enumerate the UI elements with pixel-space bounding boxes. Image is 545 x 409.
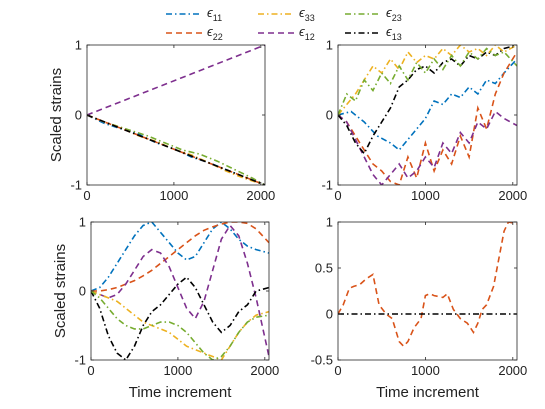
- x-tick-label: 1000: [159, 188, 188, 203]
- legend-label: ϵ23: [386, 5, 402, 23]
- series-line-1: [87, 45, 265, 116]
- legend-label: ϵ11: [207, 5, 222, 23]
- legend-entry-12: ϵ12: [258, 24, 315, 42]
- y-tick-label: 1: [326, 215, 333, 230]
- legend-label: ϵ22: [207, 24, 223, 42]
- series-line-2: [338, 51, 517, 185]
- legend-entry-33: ϵ33: [258, 5, 315, 23]
- y-tick-label: 0: [326, 307, 333, 322]
- x-tick-label: 2000: [250, 363, 279, 378]
- x-axis-label: Time increment: [129, 384, 233, 401]
- subplot-2: 0 1000 2000-101: [321, 38, 527, 204]
- y-tick-label: 1: [75, 38, 82, 53]
- series-line-6: [338, 47, 517, 116]
- y-tick-label: 1: [79, 215, 86, 230]
- series-line-3: [338, 110, 517, 185]
- plot-area: [338, 45, 517, 185]
- series-line-1: [338, 58, 517, 152]
- y-axis-label: Scaled strains: [48, 68, 65, 162]
- series-line-4: [338, 45, 517, 155]
- series-line-3: [91, 224, 269, 357]
- y-axis-label: Scaled strains: [52, 244, 69, 338]
- series-line-6: [91, 290, 269, 360]
- plot-area: [91, 222, 269, 360]
- legend-entry-23: ϵ23: [345, 5, 402, 23]
- y-tick-label: 0: [326, 108, 333, 123]
- x-tick-label: 2000: [498, 363, 527, 378]
- y-tick-label: 0: [79, 284, 86, 299]
- axes-frame: [86, 44, 266, 186]
- series-line-6: [87, 114, 265, 185]
- series-line-2: [91, 222, 269, 292]
- legend: ϵ11 ϵ33 ϵ23 ϵ22 ϵ12 ϵ13: [166, 5, 402, 42]
- y-tick-label: -0.5: [311, 353, 333, 368]
- y-tick-label: 1: [326, 38, 333, 53]
- legend-label: ϵ12: [299, 24, 315, 42]
- y-tick-label: -1: [70, 178, 82, 193]
- x-axis-label: Time increment: [376, 384, 480, 401]
- plot-area: [338, 222, 517, 348]
- x-tick-label: 2000: [498, 188, 527, 203]
- axes-frame: [337, 221, 518, 361]
- x-tick-label: 1000: [411, 188, 440, 203]
- x-tick-label: 1000: [411, 363, 440, 378]
- series-line-5: [91, 290, 269, 360]
- x-tick-label: 0: [334, 188, 341, 203]
- legend-entry-22: ϵ22: [166, 24, 223, 42]
- x-tick-label: 2000: [246, 188, 275, 203]
- x-tick-label: 0: [334, 363, 341, 378]
- y-tick-label: -1: [74, 353, 86, 368]
- series-line-1: [338, 222, 517, 348]
- legend-label: ϵ33: [299, 5, 315, 23]
- y-tick-label: -1: [321, 178, 333, 193]
- x-tick-label: 0: [87, 363, 94, 378]
- series-line-1: [91, 222, 269, 292]
- plot-area: [87, 45, 265, 185]
- legend-label: ϵ13: [386, 24, 402, 42]
- legend-entry-11: ϵ11: [166, 5, 222, 23]
- axes-frame: [90, 221, 270, 361]
- legend-entry-13: ϵ13: [345, 24, 402, 42]
- y-tick-label: 0.5: [315, 261, 333, 276]
- x-tick-label: 1000: [163, 363, 192, 378]
- series-line-4: [91, 276, 269, 360]
- x-tick-label: 0: [83, 188, 90, 203]
- y-tick-label: 0: [75, 108, 82, 123]
